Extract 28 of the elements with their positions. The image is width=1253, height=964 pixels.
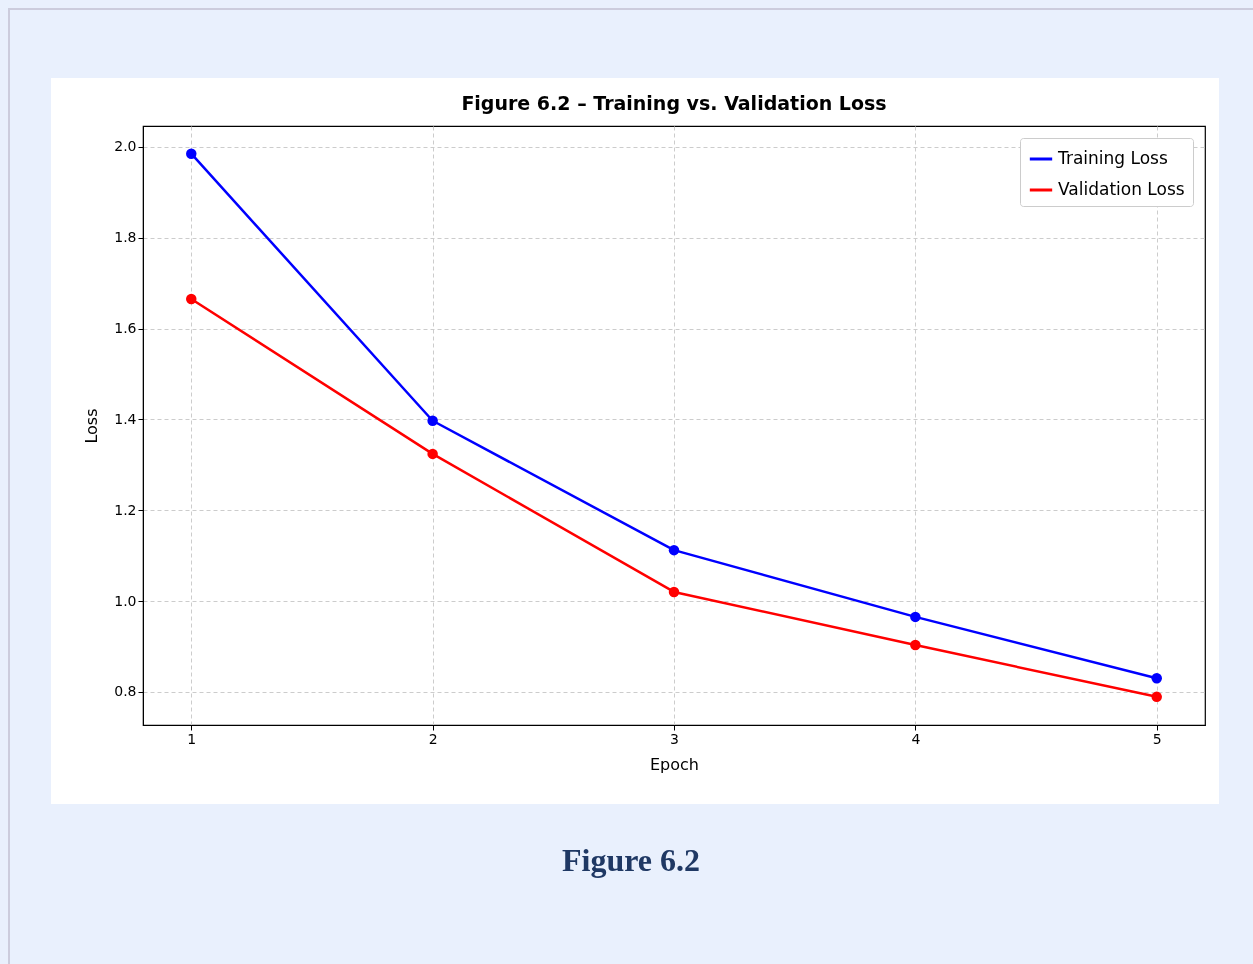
legend-label: Validation Loss — [1058, 179, 1185, 199]
point — [910, 639, 921, 651]
x-tick-label: 2 — [428, 730, 438, 747]
x-tick-label: 4 — [911, 730, 921, 747]
y-tick-label: 1.0 — [114, 592, 137, 609]
point — [668, 586, 680, 598]
point — [668, 544, 680, 556]
point — [427, 448, 438, 460]
point — [427, 415, 438, 426]
caption: Figure 6.2 — [560, 842, 702, 879]
x-tick-label: 3 — [670, 730, 679, 747]
y-tick-label: 1.4 — [114, 410, 137, 427]
y-tick-label: 1.6 — [114, 320, 137, 337]
point — [1151, 691, 1162, 703]
point — [186, 293, 197, 305]
point — [186, 148, 197, 159]
y-axis-title: Loss — [82, 408, 102, 444]
point — [1151, 672, 1162, 684]
y-tick-label: 0.8 — [114, 683, 137, 700]
chart-title: Figure 6.2 – Training vs. Validation Loss — [461, 92, 887, 114]
y-tick-label: 2.0 — [114, 138, 137, 155]
legend-label: Training Loss — [1057, 148, 1168, 168]
x-tick-label: 5 — [1152, 730, 1162, 747]
point — [910, 611, 921, 623]
x-tick-label: 1 — [187, 730, 197, 747]
y-tick-label: 1.2 — [114, 501, 137, 518]
y-tick-label: 1.8 — [114, 229, 137, 246]
x-axis-title: Epoch — [650, 754, 699, 774]
